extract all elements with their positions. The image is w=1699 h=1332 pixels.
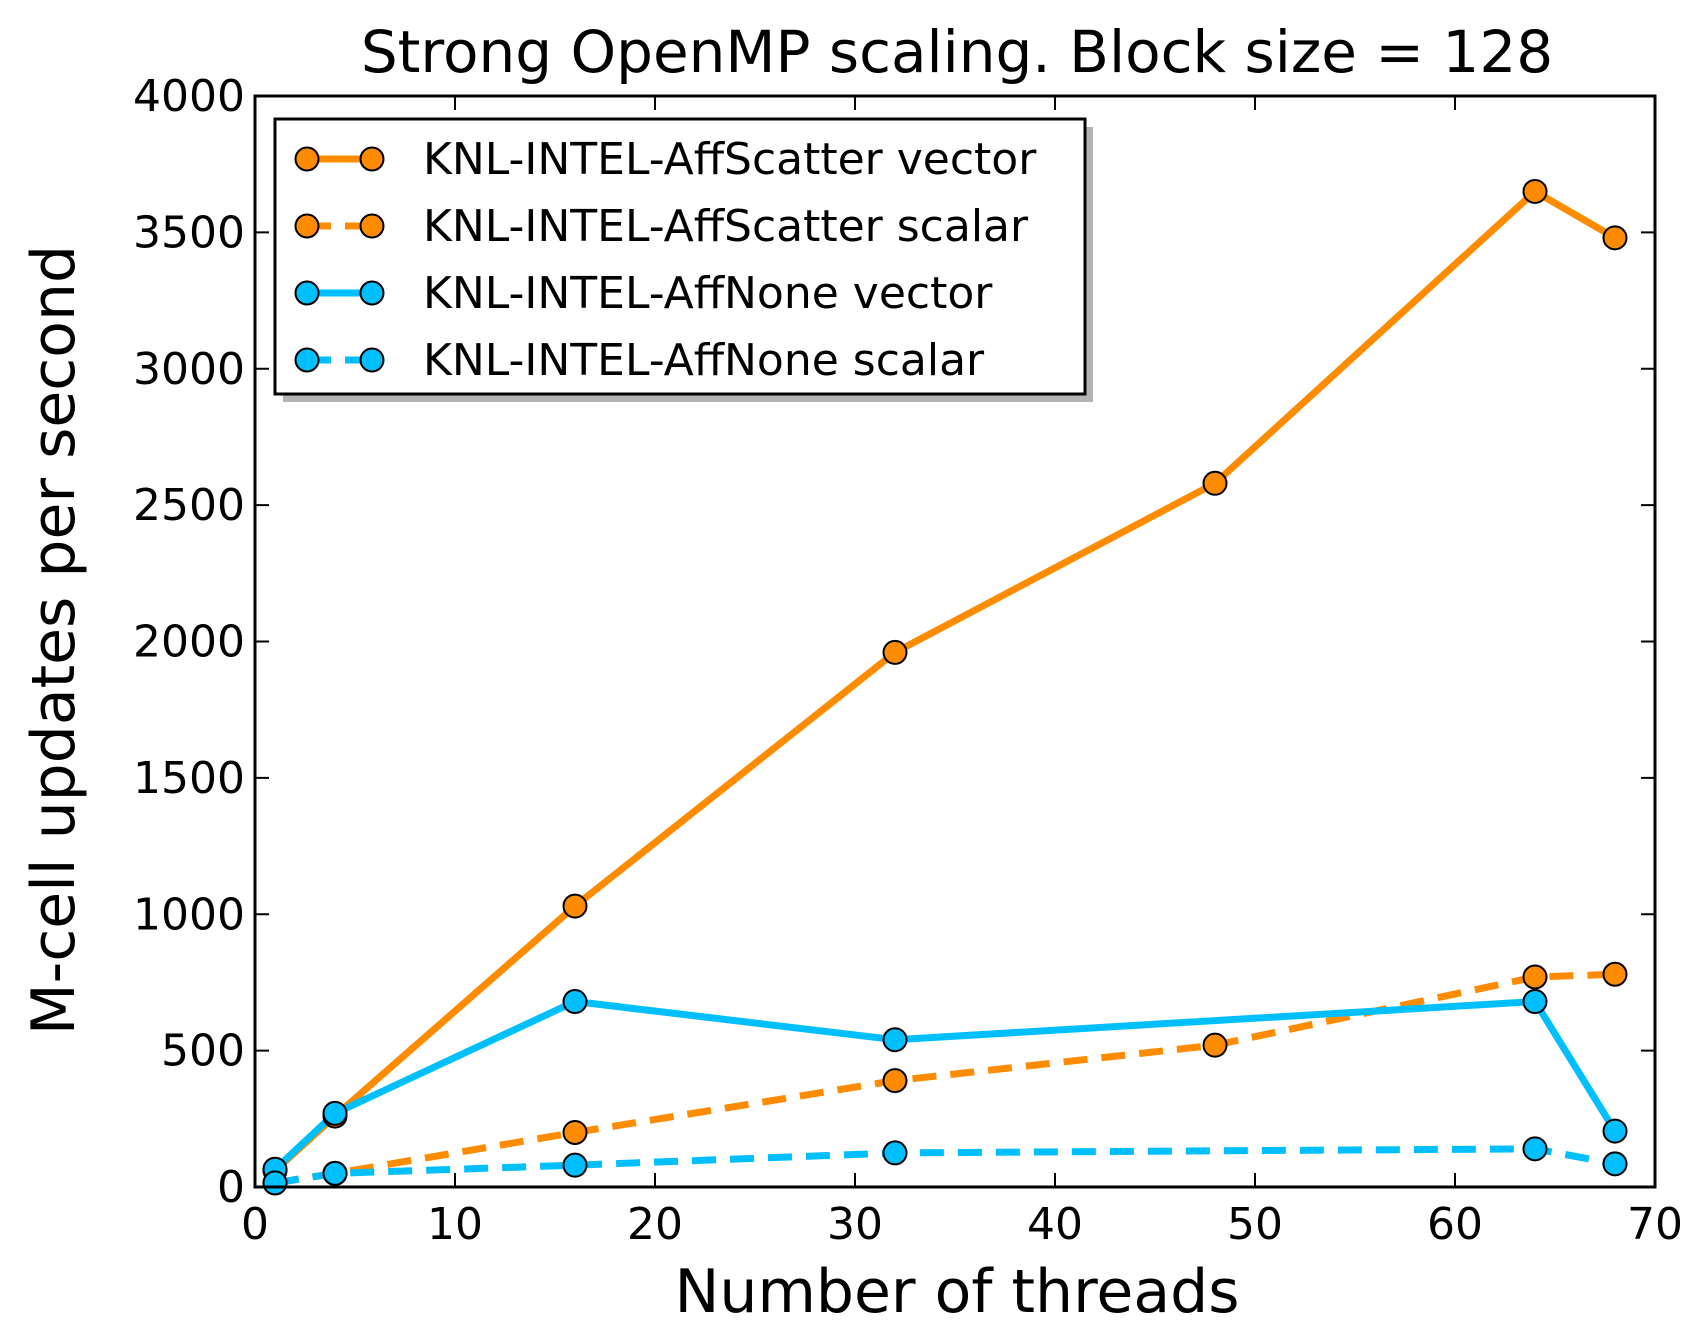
legend-box bbox=[273, 117, 1087, 396]
series-line-2 bbox=[272, 998, 1618, 1172]
y-tick-label-8: 4000 bbox=[133, 71, 245, 122]
series-0-point-6 bbox=[1602, 225, 1628, 251]
legend-label-2: KNL-INTEL-AffNone vector bbox=[423, 268, 993, 319]
legend-marker-b-3 bbox=[359, 347, 385, 373]
legend-marker-a-0 bbox=[294, 146, 320, 172]
legend-label-0: KNL-INTEL-AffScatter vector bbox=[423, 134, 1037, 185]
y-tick-label-0: 0 bbox=[217, 1162, 245, 1213]
legend-marker-b-1 bbox=[359, 213, 385, 239]
series-3-point-3 bbox=[882, 1140, 908, 1166]
series-2-point-3 bbox=[882, 1027, 908, 1053]
series-1-point-2 bbox=[562, 1119, 588, 1145]
series-3-point-1 bbox=[322, 1160, 348, 1186]
series-3-point-5 bbox=[1602, 1151, 1628, 1177]
chart-title: Strong OpenMP scaling. Block size = 128 bbox=[361, 18, 1553, 86]
x-tick-label-0: 0 bbox=[241, 1199, 269, 1250]
series-1-point-4 bbox=[1202, 1032, 1228, 1058]
y-tick-label-7: 3500 bbox=[133, 207, 245, 258]
series-1-point-6 bbox=[1602, 961, 1628, 987]
y-tick-label-5: 2500 bbox=[133, 480, 245, 531]
x-tick-label-3: 30 bbox=[827, 1199, 883, 1250]
x-tick-label-1: 10 bbox=[427, 1199, 483, 1250]
y-tick-label-6: 3000 bbox=[133, 344, 245, 395]
legend-marker-b-0 bbox=[359, 146, 385, 172]
series-2-point-4 bbox=[1522, 989, 1548, 1015]
legend-label-1: KNL-INTEL-AffScatter scalar bbox=[423, 201, 1029, 252]
plot-area: 0 10 20 30 40 50 60 70 0 500 1000 1500 2000 2500 3000 3… bbox=[133, 71, 1683, 1250]
series-3-point-0 bbox=[262, 1170, 288, 1196]
y-tick-label-4: 2000 bbox=[133, 617, 245, 668]
y-tick-label-2: 1000 bbox=[133, 889, 245, 940]
series-2-point-5 bbox=[1602, 1118, 1628, 1144]
series-0-point-5 bbox=[1522, 178, 1548, 204]
series-1-point-3 bbox=[882, 1068, 908, 1094]
series-0-point-4 bbox=[1202, 470, 1228, 496]
x-axis-label: Number of threads bbox=[675, 1257, 1240, 1327]
legend-marker-a-2 bbox=[294, 280, 320, 306]
series-line-3 bbox=[274, 1145, 1616, 1187]
series-0-point-2 bbox=[562, 893, 588, 919]
y-axis-label: M-cell updates per second bbox=[19, 245, 89, 1035]
x-tick-label-2: 20 bbox=[627, 1199, 683, 1250]
series-1-point-5 bbox=[1522, 964, 1548, 990]
series-2-point-2 bbox=[562, 989, 588, 1015]
series-0-point-3 bbox=[882, 639, 908, 665]
legend-marker-b-2 bbox=[359, 280, 385, 306]
x-tick-label-4: 40 bbox=[1027, 1199, 1083, 1250]
x-tick-label-6: 60 bbox=[1427, 1199, 1483, 1250]
legend: KNL-INTEL-AffScatter vector KNL-INTEL-Aff… bbox=[273, 117, 1093, 402]
series-2-point-1 bbox=[322, 1100, 348, 1126]
y-tick-label-1: 500 bbox=[161, 1026, 245, 1077]
series-3-point-2 bbox=[562, 1152, 588, 1178]
legend-label-3: KNL-INTEL-AffNone scalar bbox=[423, 335, 985, 386]
series-3-point-4 bbox=[1522, 1136, 1548, 1162]
legend-marker-a-1 bbox=[294, 213, 320, 239]
x-tick-label-7: 70 bbox=[1627, 1199, 1683, 1250]
y-tick-label-3: 1500 bbox=[133, 753, 245, 804]
legend-marker-a-3 bbox=[294, 347, 320, 373]
x-tick-label-5: 50 bbox=[1227, 1199, 1283, 1250]
